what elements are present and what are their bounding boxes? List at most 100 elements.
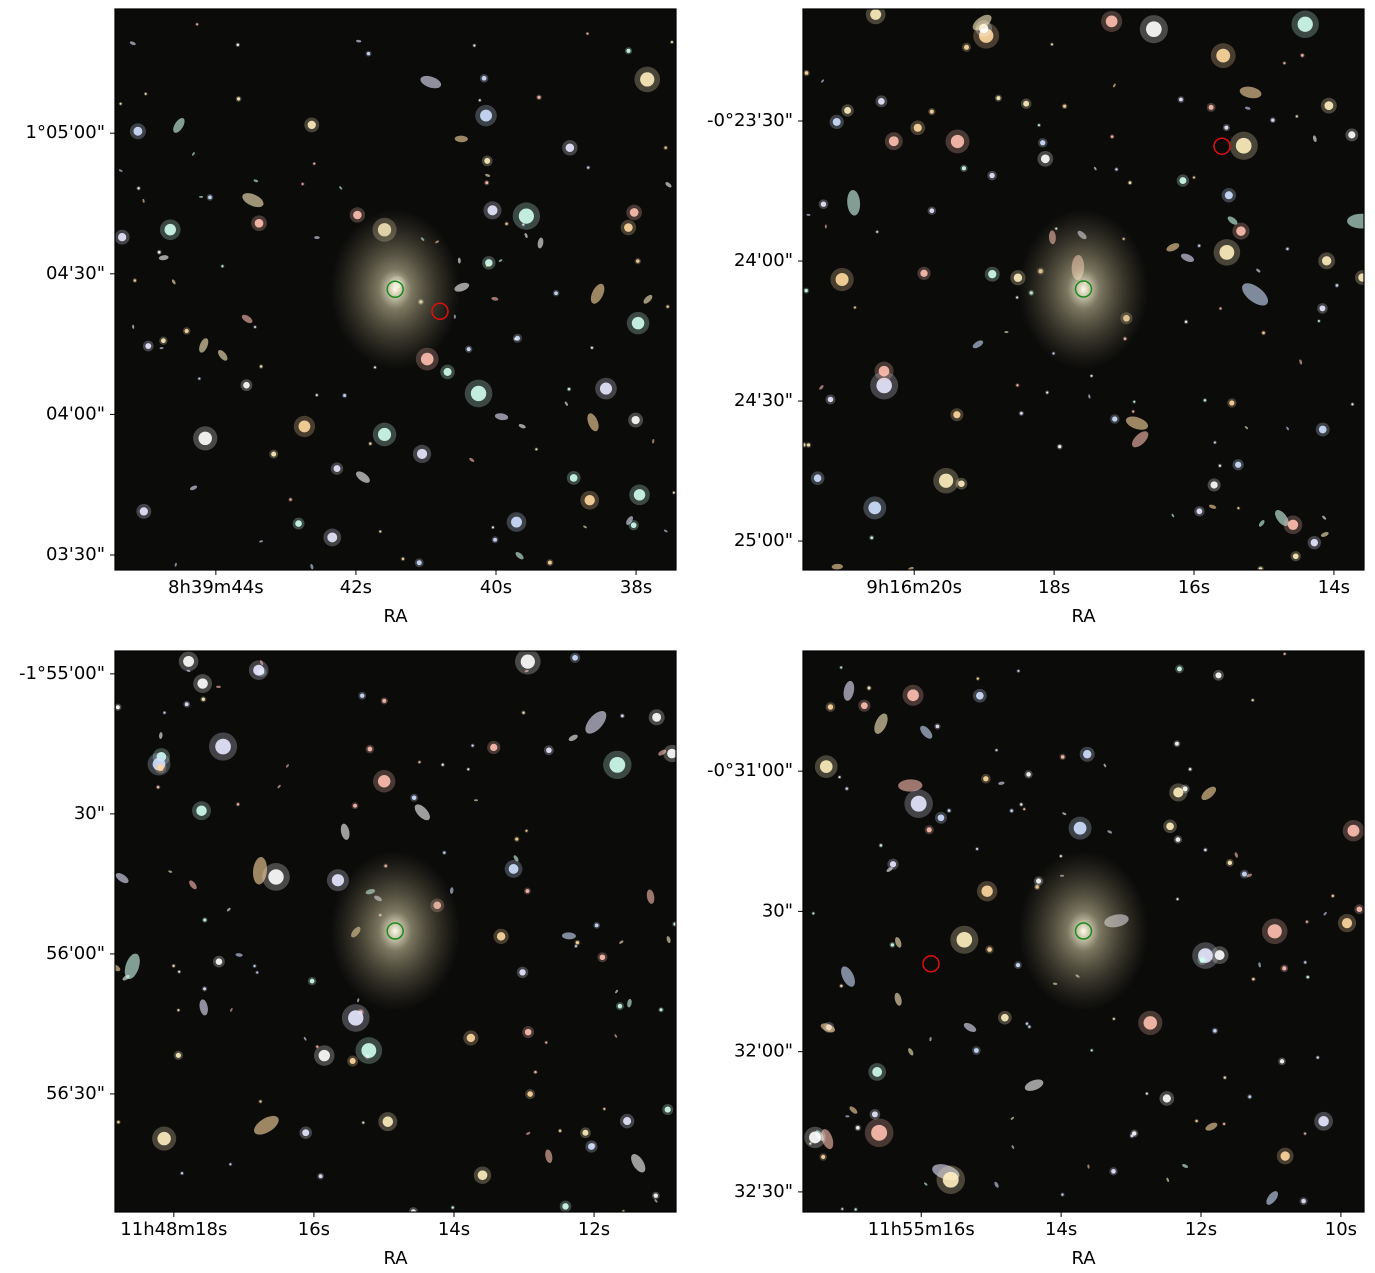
galaxy bbox=[235, 953, 243, 957]
star bbox=[1318, 1116, 1329, 1127]
star bbox=[525, 829, 528, 832]
star bbox=[1248, 1095, 1252, 1099]
galaxy bbox=[303, 1036, 307, 1041]
marker bbox=[1074, 922, 1093, 940]
star bbox=[466, 1033, 476, 1043]
star bbox=[554, 291, 558, 296]
galaxy bbox=[929, 1037, 932, 1042]
star bbox=[547, 560, 552, 565]
star bbox=[844, 107, 852, 114]
star bbox=[995, 749, 998, 752]
star bbox=[624, 223, 633, 232]
galaxy bbox=[1011, 1145, 1015, 1149]
star bbox=[236, 97, 241, 101]
galaxy bbox=[159, 732, 163, 739]
star bbox=[514, 337, 517, 341]
y-tick-label: 04'30" bbox=[46, 263, 105, 284]
star bbox=[518, 208, 534, 224]
star bbox=[1258, 567, 1263, 570]
galaxy bbox=[469, 457, 475, 462]
star bbox=[821, 1154, 826, 1160]
y-tick-label: 30" bbox=[74, 803, 105, 824]
galaxy bbox=[1258, 962, 1261, 968]
star bbox=[1319, 305, 1326, 312]
star bbox=[1213, 1029, 1217, 1033]
star bbox=[1110, 135, 1114, 138]
galaxy bbox=[998, 781, 1005, 785]
galaxy bbox=[874, 713, 888, 734]
star bbox=[451, 1206, 454, 1209]
star bbox=[1213, 441, 1216, 444]
star bbox=[1235, 137, 1252, 154]
star bbox=[827, 396, 834, 403]
galaxy bbox=[1205, 1122, 1218, 1131]
star bbox=[1132, 410, 1135, 413]
star bbox=[1001, 1013, 1009, 1022]
star bbox=[819, 760, 833, 773]
star bbox=[1025, 1022, 1029, 1025]
galaxy bbox=[1107, 830, 1113, 834]
star bbox=[672, 491, 675, 494]
star bbox=[976, 691, 984, 700]
galaxy bbox=[1227, 216, 1238, 225]
star bbox=[827, 704, 834, 710]
star bbox=[229, 1163, 232, 1166]
star bbox=[115, 705, 120, 710]
star bbox=[522, 223, 525, 226]
star bbox=[1083, 750, 1092, 759]
star bbox=[361, 1043, 377, 1058]
star bbox=[203, 987, 207, 991]
star bbox=[466, 347, 471, 352]
star bbox=[599, 382, 613, 395]
star bbox=[871, 1111, 878, 1118]
star bbox=[522, 711, 525, 714]
star bbox=[963, 44, 970, 50]
star bbox=[1305, 920, 1309, 923]
galaxy bbox=[849, 1106, 858, 1114]
star bbox=[362, 1121, 365, 1124]
star bbox=[976, 677, 979, 680]
star bbox=[1175, 837, 1181, 842]
star bbox=[196, 805, 207, 816]
sky-image bbox=[115, 9, 676, 570]
star bbox=[1236, 226, 1246, 236]
star bbox=[1356, 906, 1363, 913]
star bbox=[519, 969, 526, 976]
star bbox=[938, 473, 954, 488]
galaxy bbox=[894, 992, 902, 1006]
galaxy bbox=[515, 551, 524, 560]
galaxy bbox=[1182, 1164, 1189, 1168]
star bbox=[1215, 672, 1222, 679]
galaxy bbox=[414, 804, 430, 821]
star bbox=[1019, 411, 1023, 415]
star bbox=[838, 776, 841, 779]
galaxy bbox=[355, 39, 362, 43]
galaxy bbox=[590, 283, 605, 304]
galaxy bbox=[545, 1149, 553, 1164]
galaxy bbox=[1275, 510, 1289, 527]
star bbox=[1219, 307, 1222, 310]
galaxy bbox=[259, 540, 264, 543]
galaxy bbox=[1322, 515, 1327, 520]
star bbox=[582, 1129, 589, 1136]
star bbox=[382, 1116, 394, 1127]
star bbox=[987, 947, 992, 952]
x-axis-label: RA bbox=[1071, 1248, 1096, 1269]
galaxy bbox=[226, 907, 231, 912]
star bbox=[633, 489, 646, 501]
star bbox=[1341, 918, 1353, 929]
star bbox=[318, 1049, 330, 1062]
star bbox=[868, 501, 882, 515]
y-tick-label: 1°05'00" bbox=[26, 122, 106, 143]
galaxy bbox=[1112, 83, 1116, 88]
star bbox=[331, 874, 345, 887]
galaxy bbox=[585, 710, 607, 734]
star bbox=[490, 743, 498, 752]
star bbox=[872, 1067, 883, 1077]
star bbox=[1046, 391, 1049, 394]
x-axis-label: RA bbox=[383, 606, 408, 627]
galaxy bbox=[619, 940, 624, 944]
star bbox=[1112, 416, 1118, 422]
star bbox=[594, 923, 599, 928]
galaxy bbox=[158, 255, 169, 261]
